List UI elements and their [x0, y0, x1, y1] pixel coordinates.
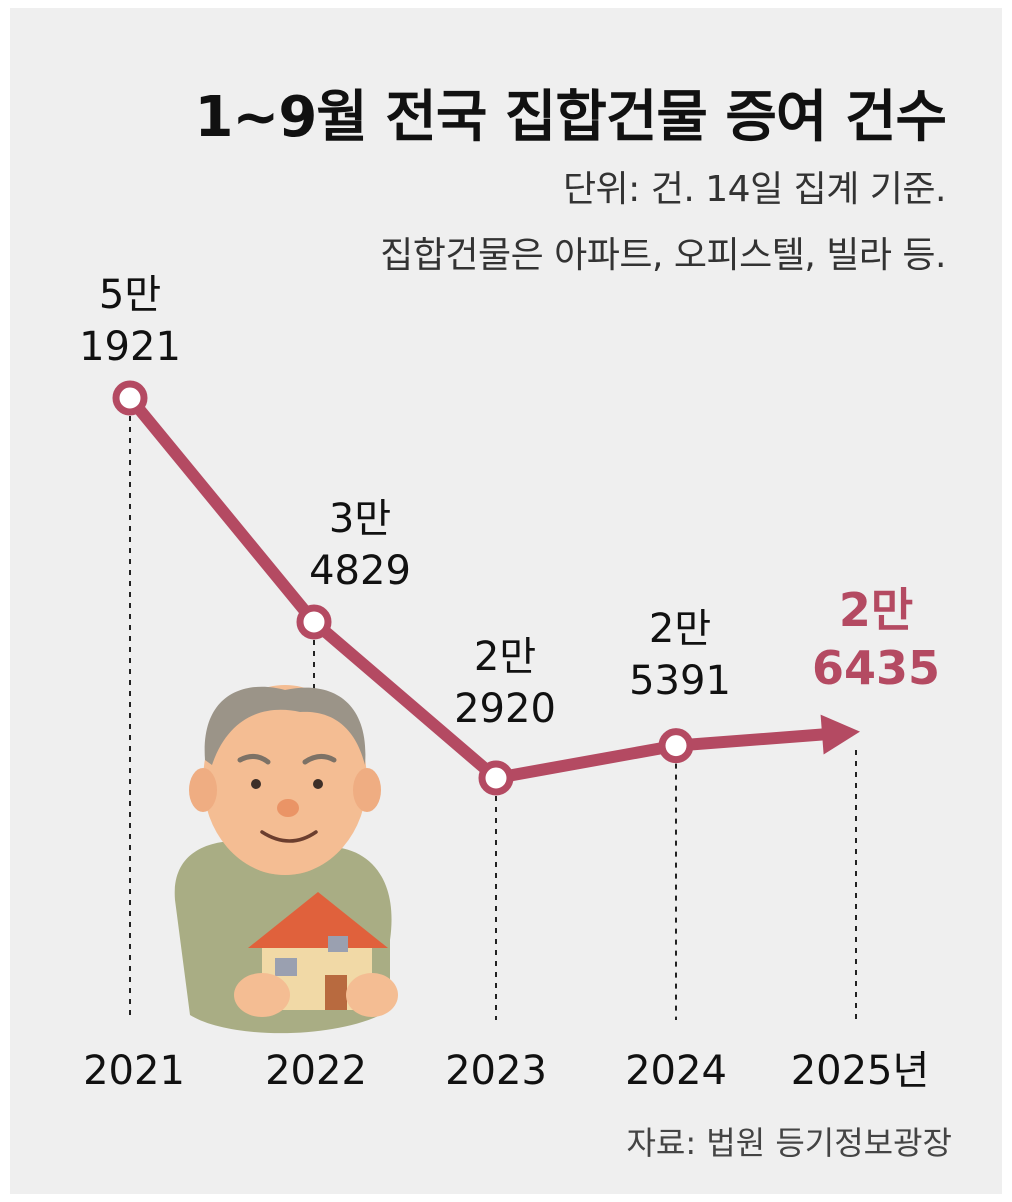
data-point-3 — [658, 728, 694, 764]
elderly-man-holding-house-icon — [174, 685, 398, 1034]
x-tick-label-3: 2024 — [625, 1048, 727, 1094]
value-label-4-bottom: 6435 — [812, 641, 940, 695]
data-point-0 — [112, 380, 148, 416]
data-point-2 — [478, 760, 514, 796]
chart-subtitle-note: 집합건물은 아파트, 오피스텔, 빌라 등. — [380, 235, 946, 276]
arrow-head — [820, 714, 860, 755]
data-point-1 — [296, 604, 332, 640]
x-tick-label-0: 2021 — [83, 1048, 185, 1094]
x-tick-label-4: 2025년 — [791, 1048, 930, 1094]
chart-title: 1~9월 전국 집합건물 증여 건수 — [194, 85, 947, 150]
value-label-1-bottom: 4829 — [309, 548, 411, 594]
chart-subtitle-unit: 단위: 건. 14일 집계 기준. — [562, 169, 947, 210]
value-label-1-top: 3만 — [329, 496, 391, 542]
value-label-3-bottom: 5391 — [629, 658, 731, 704]
value-label-2-bottom: 2920 — [454, 686, 556, 732]
chart-panel — [10, 8, 1002, 1194]
value-label-0-top: 5만 — [99, 272, 161, 318]
value-label-3-top: 2만 — [649, 606, 711, 652]
value-label-2-top: 2만 — [474, 634, 536, 680]
x-tick-label-2: 2023 — [445, 1048, 547, 1094]
chart-source: 자료: 법원 등기정보광장 — [626, 1124, 952, 1162]
value-label-4-top: 2만 — [839, 583, 913, 637]
x-tick-label-1: 2022 — [265, 1048, 367, 1094]
value-label-0-bottom: 1921 — [79, 324, 181, 370]
